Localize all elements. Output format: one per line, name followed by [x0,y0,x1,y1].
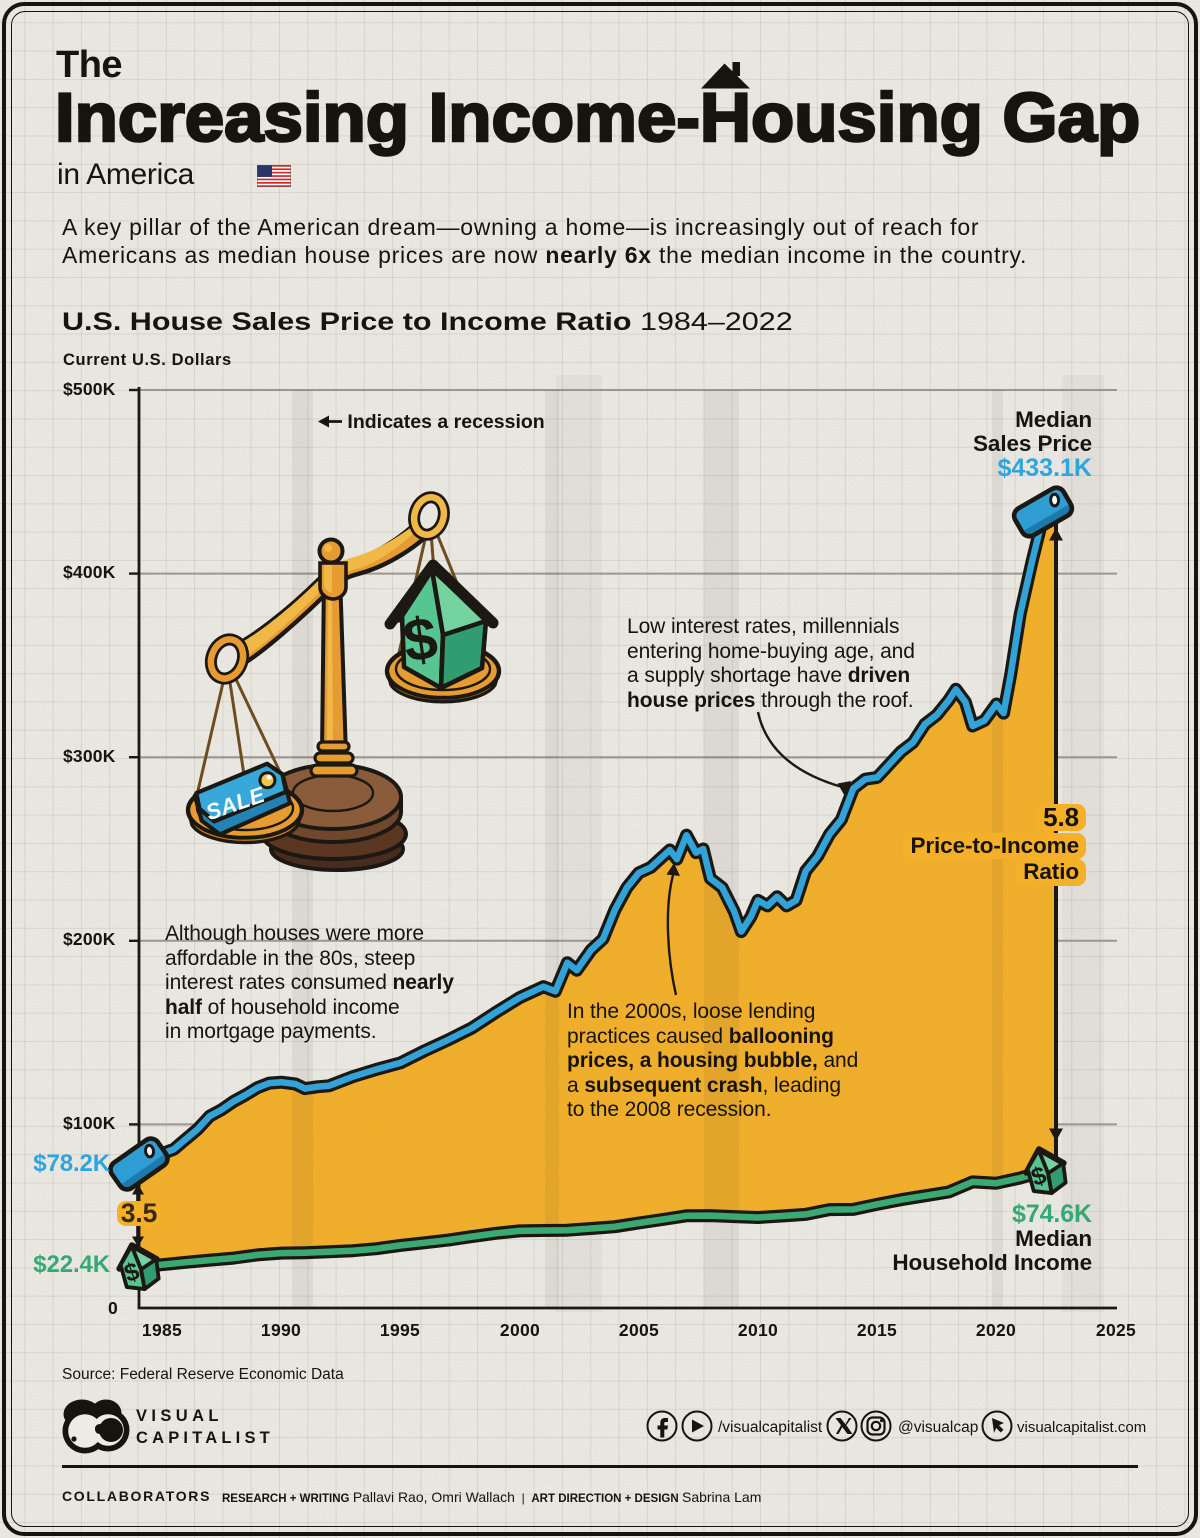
svg-text:/visualcapitalist: /visualcapitalist [718,1419,823,1436]
svg-text:visualcapitalist.com: visualcapitalist.com [1017,1419,1146,1436]
svg-text:CAPITALIST: CAPITALIST [136,1429,274,1447]
svg-text:@visualcap: @visualcap [898,1419,978,1436]
svg-text:VISUAL: VISUAL [136,1407,223,1425]
